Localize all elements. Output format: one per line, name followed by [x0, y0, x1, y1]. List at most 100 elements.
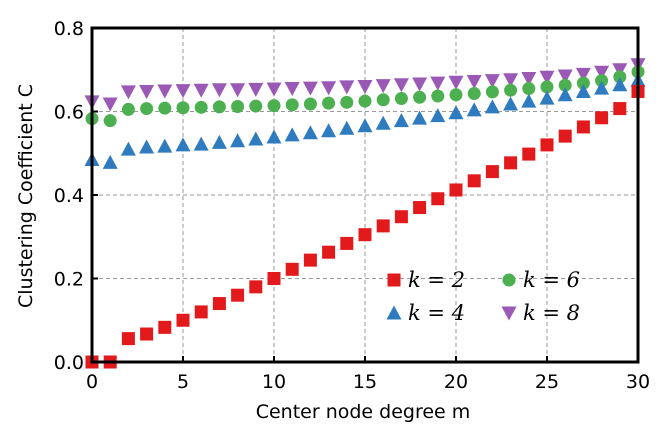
- y-axis-label: Clustering Coefficient C: [15, 84, 37, 308]
- legend-label: k = 2: [408, 268, 465, 292]
- data-point: [466, 102, 482, 117]
- data-point: [430, 108, 446, 123]
- data-point: [121, 332, 135, 346]
- data-point: [176, 313, 190, 327]
- data-point: [467, 174, 481, 188]
- x-tick-label: 30: [626, 371, 650, 393]
- data-point: [594, 65, 610, 80]
- data-point: [139, 84, 155, 99]
- data-point: [194, 100, 208, 114]
- legend-marker: [502, 273, 516, 287]
- legend-entry: k = 6: [502, 268, 580, 292]
- data-point: [140, 102, 154, 116]
- x-tick-label: 20: [444, 371, 468, 393]
- data-point: [321, 81, 337, 96]
- data-point: [322, 245, 336, 259]
- data-point: [249, 99, 263, 113]
- data-point: [139, 139, 155, 154]
- data-point: [158, 320, 172, 334]
- data-point: [339, 80, 355, 95]
- x-tick-label: 10: [262, 371, 286, 393]
- data-point: [284, 127, 300, 142]
- data-point: [503, 73, 519, 88]
- data-point: [357, 79, 373, 94]
- data-point: [448, 75, 464, 90]
- data-point: [285, 98, 299, 112]
- data-point: [467, 87, 481, 101]
- data-point: [120, 141, 136, 156]
- data-point: [412, 110, 428, 125]
- legend-entry: k = 2: [387, 268, 465, 292]
- data-point: [521, 93, 537, 108]
- data-point: [340, 95, 354, 109]
- data-point: [376, 93, 390, 107]
- legend-marker: [387, 273, 401, 287]
- legend: k = 2 k = 6 k = 4 k = 8: [386, 268, 580, 325]
- y-tick-label: 0.6: [54, 102, 84, 124]
- data-point: [302, 125, 318, 140]
- data-point: [576, 120, 590, 134]
- data-point: [393, 113, 409, 128]
- data-point: [575, 67, 591, 82]
- data-point: [557, 69, 573, 84]
- data-point: [539, 70, 555, 85]
- data-point: [613, 70, 627, 84]
- data-point: [230, 83, 246, 98]
- data-point: [193, 83, 209, 98]
- data-point: [413, 90, 427, 104]
- data-point: [175, 84, 191, 99]
- data-point: [575, 83, 591, 98]
- data-point: [194, 305, 208, 319]
- data-point: [612, 63, 628, 78]
- data-point: [504, 83, 518, 97]
- data-point: [248, 131, 264, 146]
- data-point: [613, 102, 627, 116]
- x-tick-label: 25: [535, 371, 559, 393]
- data-point: [211, 83, 227, 98]
- data-point: [558, 129, 572, 143]
- data-point: [485, 85, 499, 99]
- data-markers: [84, 58, 646, 369]
- data-point: [303, 97, 317, 111]
- data-point: [284, 82, 300, 97]
- x-tick-label: 0: [86, 371, 98, 393]
- legend-entry: k = 8: [501, 301, 580, 325]
- data-point: [158, 101, 172, 115]
- data-point: [266, 129, 282, 144]
- data-point: [231, 288, 245, 302]
- data-point: [595, 111, 609, 125]
- data-point: [484, 74, 500, 89]
- data-point: [612, 77, 628, 92]
- data-point: [557, 87, 573, 102]
- data-point: [595, 74, 609, 88]
- data-point: [321, 123, 337, 138]
- data-point: [413, 201, 427, 215]
- series-k-6: [85, 65, 645, 128]
- data-point: [594, 80, 610, 95]
- data-point: [249, 280, 263, 294]
- legend-label: k = 8: [523, 301, 580, 325]
- x-axis-ticks: 0 5 10 15 20 25 30: [86, 356, 650, 393]
- data-point: [448, 105, 464, 120]
- series-k-4: [84, 72, 646, 169]
- data-point: [193, 136, 209, 151]
- data-point: [157, 84, 173, 99]
- data-point: [375, 79, 391, 94]
- data-point: [449, 183, 463, 197]
- data-point: [576, 76, 590, 90]
- y-axis-ticks: 0.0 0.2 0.4 0.6 0.8: [54, 18, 98, 374]
- data-point: [175, 137, 191, 152]
- data-point: [430, 76, 446, 91]
- data-point: [102, 97, 118, 112]
- data-point: [393, 78, 409, 93]
- x-axis-label: Center node degree m: [256, 401, 471, 423]
- data-point: [248, 82, 264, 97]
- data-point: [339, 120, 355, 135]
- data-point: [358, 94, 372, 108]
- data-point: [466, 74, 482, 89]
- data-point: [540, 80, 554, 94]
- data-point: [558, 78, 572, 92]
- x-tick-label: 15: [353, 371, 377, 393]
- data-point: [212, 297, 226, 311]
- data-point: [540, 138, 554, 152]
